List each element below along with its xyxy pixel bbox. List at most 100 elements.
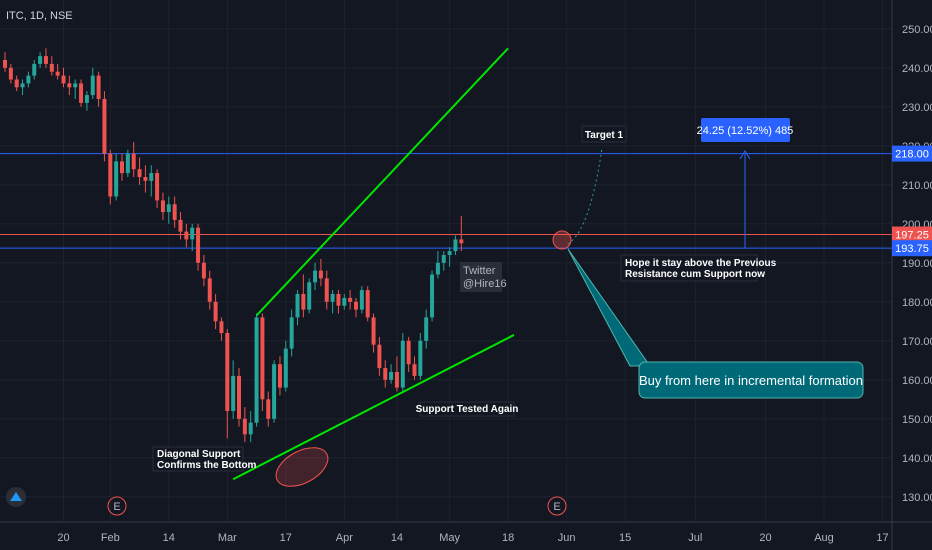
candle-body [102, 99, 107, 154]
candle [38, 52, 43, 68]
candle-body [201, 262, 206, 279]
candle-body [289, 317, 294, 349]
candle [231, 360, 236, 419]
candle [248, 411, 253, 443]
candle [342, 294, 347, 310]
candle [79, 79, 84, 107]
y-tick-label: 140.00 [902, 453, 932, 465]
tradingview-logo-shape [10, 492, 22, 501]
trendline [255, 47, 509, 317]
candle-body [14, 79, 19, 88]
candle [301, 274, 306, 318]
candle [365, 286, 370, 322]
event-marker-circle [107, 496, 127, 516]
candle-body [365, 290, 370, 318]
candle [137, 157, 142, 185]
candle [3, 52, 7, 72]
y-tick-label: 180.00 [902, 297, 932, 309]
candle-body [459, 239, 464, 244]
diagonal-support-line-2: Confirms the Bottom [157, 460, 257, 471]
candle-body [231, 375, 236, 411]
candle [400, 333, 405, 392]
time-axis[interactable]: 20 Feb 14 Mar 17 Apr 14 May 18 Jun 15 Jul 20 Aug 17 [0, 521, 932, 544]
candle [155, 169, 160, 209]
candle [272, 360, 277, 423]
y-tick-label: 160.00 [902, 375, 932, 387]
candle-body [447, 251, 452, 255]
target-label-box [581, 125, 627, 143]
event-marker-label: E [553, 501, 560, 513]
candle-body [178, 219, 183, 232]
candle [359, 286, 364, 314]
candle [412, 356, 417, 380]
x-tick-label: 20 [759, 532, 771, 544]
price-level-label: 197.25 [895, 230, 929, 242]
candle-body [272, 364, 277, 419]
x-tick-label: Aug [814, 532, 834, 544]
candle-body [283, 348, 288, 388]
x-tick-label: Feb [101, 532, 120, 544]
symbol-label: ITC, 1D, NSE [6, 10, 73, 22]
candle [371, 313, 376, 353]
candle-body [160, 200, 165, 213]
candle [283, 340, 288, 392]
x-tick-label: 14 [163, 532, 175, 544]
x-tick-label: Mar [218, 532, 237, 544]
candle-body [67, 83, 72, 88]
candle-body [430, 274, 435, 318]
candle [196, 223, 201, 271]
measure-label: 24.25 (12.52%) 485 [697, 125, 794, 137]
candle [96, 71, 101, 107]
price-level-tag [892, 240, 932, 257]
candle [73, 79, 78, 99]
x-tick-label: Jul [688, 532, 702, 544]
price-axis[interactable]: 130.00 140.00 150.00 160.00 170.00 180.00 190.… [891, 0, 932, 550]
candle-body [155, 173, 160, 201]
candle [43, 48, 48, 68]
candle-body [8, 67, 13, 80]
candle-body [400, 340, 405, 388]
candle [213, 294, 218, 330]
candle-body [354, 301, 358, 310]
candle-body [49, 63, 54, 72]
candle [131, 141, 136, 177]
candle [313, 262, 318, 291]
y-tick-label: 170.00 [902, 336, 932, 348]
candle [289, 309, 294, 357]
trendlines [232, 47, 515, 481]
candle-body [225, 333, 230, 411]
candle [160, 192, 165, 220]
candle-body [166, 204, 171, 213]
candles [3, 48, 464, 443]
price-level-tag [892, 226, 932, 243]
candle [201, 255, 206, 287]
candle-body [90, 75, 95, 96]
candle [184, 223, 189, 248]
candle [430, 270, 435, 322]
twitter-line-2: @Hire16 [463, 278, 507, 290]
candle [389, 364, 394, 384]
candle [190, 223, 195, 252]
x-tick-label: 20 [57, 532, 69, 544]
candle [178, 212, 183, 240]
x-tick-label: Jun [558, 532, 576, 544]
annotations: 24.25 (12.52%) 485 Target 1 Hope it stay a… [6, 118, 864, 516]
candle-body [26, 75, 31, 84]
candle-body [125, 153, 130, 174]
candle-body [61, 75, 66, 84]
candle-body [371, 317, 376, 345]
candle-body [389, 372, 394, 380]
current-price-highlight [552, 230, 572, 250]
candle [49, 56, 54, 76]
candle-body [196, 227, 201, 263]
candle [277, 356, 282, 396]
candle-body [377, 344, 382, 369]
candle [149, 165, 154, 197]
candle-body [330, 294, 335, 302]
price-level-label: 218.00 [895, 149, 929, 161]
candle-body [242, 418, 247, 435]
candle-body [318, 270, 323, 279]
candle [90, 67, 95, 99]
candle [225, 329, 230, 439]
